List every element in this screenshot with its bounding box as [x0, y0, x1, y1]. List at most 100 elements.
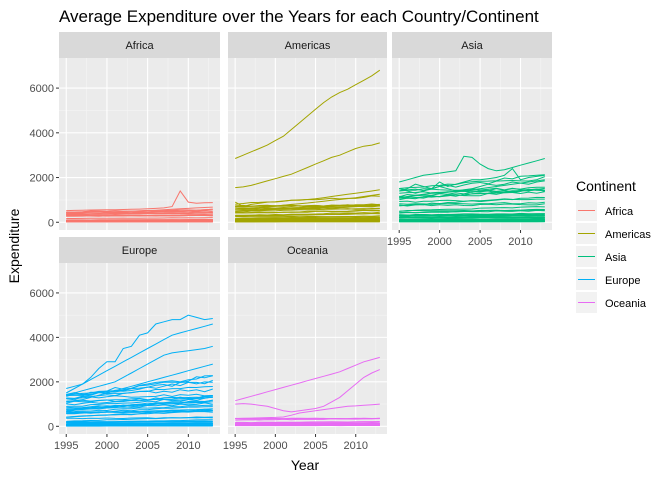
series-line	[66, 416, 213, 422]
series-line	[235, 403, 380, 419]
series-line	[399, 188, 545, 201]
legend-label: Americas	[605, 229, 651, 241]
series-line	[235, 205, 380, 212]
facet-africa: Africa 0 2000 4000 6000	[30, 32, 220, 230]
legend-item: Asia	[576, 246, 627, 267]
legend-label: Asia	[605, 252, 627, 264]
facet-label: Americas	[285, 40, 331, 52]
series-line	[399, 215, 545, 219]
facet-label: Oceania	[287, 245, 329, 257]
series-line	[66, 206, 213, 214]
series-line	[235, 421, 380, 424]
y-tick-label: 2000	[30, 377, 54, 389]
series-line	[66, 402, 213, 410]
y-axis-title: Expenditure	[6, 208, 22, 283]
y-tick-label: 6000	[30, 83, 54, 95]
panel-background	[59, 58, 220, 230]
x-tick-label: 2000	[95, 440, 119, 452]
x-tick-label: 2010	[508, 236, 532, 248]
series-line	[399, 219, 545, 222]
legend-label: Oceania	[605, 298, 647, 310]
series-line	[235, 356, 380, 402]
series-line	[399, 209, 545, 214]
series-line	[235, 204, 380, 208]
chart-title: Average Expenditure over the Years for e…	[59, 7, 539, 26]
legend-item: Oceania	[576, 292, 647, 313]
y-tick-label: 4000	[30, 332, 54, 344]
legend-item: Europe	[576, 269, 640, 290]
series-line	[235, 142, 380, 189]
series-line	[66, 190, 213, 212]
legend-item: Americas	[576, 223, 651, 244]
series-line	[399, 167, 545, 192]
series-line	[235, 193, 380, 209]
facet-strip	[228, 237, 387, 263]
legend-label: Africa	[605, 206, 634, 218]
x-tick-label: 2005	[135, 440, 159, 452]
panel-background	[392, 58, 552, 230]
series-line	[399, 213, 545, 218]
y-tick-label: 0	[48, 217, 54, 229]
series-line	[399, 206, 545, 212]
facet-strip	[59, 237, 220, 263]
x-tick-label: 2010	[343, 440, 367, 452]
series-line	[66, 419, 213, 424]
series-line	[66, 408, 213, 414]
legend-label: Europe	[605, 275, 640, 287]
series-line	[66, 219, 213, 221]
x-axis-title: Year	[291, 457, 320, 473]
series-line	[235, 369, 380, 413]
y-tick-label: 2000	[30, 173, 54, 185]
series-line	[399, 187, 545, 198]
series-line	[235, 423, 380, 425]
x-tick-label: 2000	[427, 236, 451, 248]
facet-europe: Europe 0 2000 4000 6000 1995 2000 2005 2010	[30, 237, 220, 452]
series-line	[235, 417, 380, 420]
series-line	[66, 217, 213, 219]
series-line	[66, 323, 213, 389]
series-line	[235, 417, 380, 421]
x-tick-label: 1995	[223, 440, 247, 452]
x-tick-label: 1995	[387, 236, 411, 248]
series-line	[66, 395, 213, 404]
facet-strip	[228, 32, 387, 58]
x-tick-label: 1995	[54, 440, 78, 452]
y-tick-label: 6000	[30, 288, 54, 300]
panel-background	[228, 263, 387, 434]
series-line	[235, 209, 380, 214]
y-tick-label: 0	[48, 421, 54, 433]
series-line	[66, 363, 213, 403]
facet-label: Europe	[122, 245, 157, 257]
series-line	[399, 155, 545, 183]
series-line	[65, 314, 213, 394]
series-line	[235, 215, 380, 220]
x-tick-label: 2010	[176, 440, 200, 452]
series-line	[399, 209, 545, 212]
panel-background	[228, 58, 387, 230]
series-line	[66, 388, 213, 395]
series-line	[399, 176, 545, 192]
facet-asia: Asia 1995 2000 2005 2010	[387, 32, 552, 248]
facet-strip	[392, 32, 552, 58]
series-line	[66, 404, 213, 413]
series-line	[66, 375, 213, 396]
y-tick-label: 4000	[30, 128, 54, 140]
series-line	[66, 345, 213, 396]
facet-americas: Americas	[228, 32, 387, 230]
facet-strip	[59, 32, 220, 58]
series-line	[66, 214, 213, 217]
legend-title: Continent	[576, 178, 636, 194]
legend: Continent Africa Americas Asia Europe Oceania	[576, 178, 651, 313]
series-line	[234, 189, 380, 208]
x-tick-label: 2005	[468, 236, 492, 248]
x-tick-label: 2005	[303, 440, 327, 452]
series-line	[66, 410, 213, 418]
series-line	[399, 212, 545, 216]
series-line	[399, 203, 545, 207]
legend-item: Africa	[576, 200, 634, 221]
x-tick-label: 2000	[263, 440, 287, 452]
series-line	[399, 201, 545, 205]
series-line	[235, 69, 381, 159]
series-line	[66, 381, 213, 396]
